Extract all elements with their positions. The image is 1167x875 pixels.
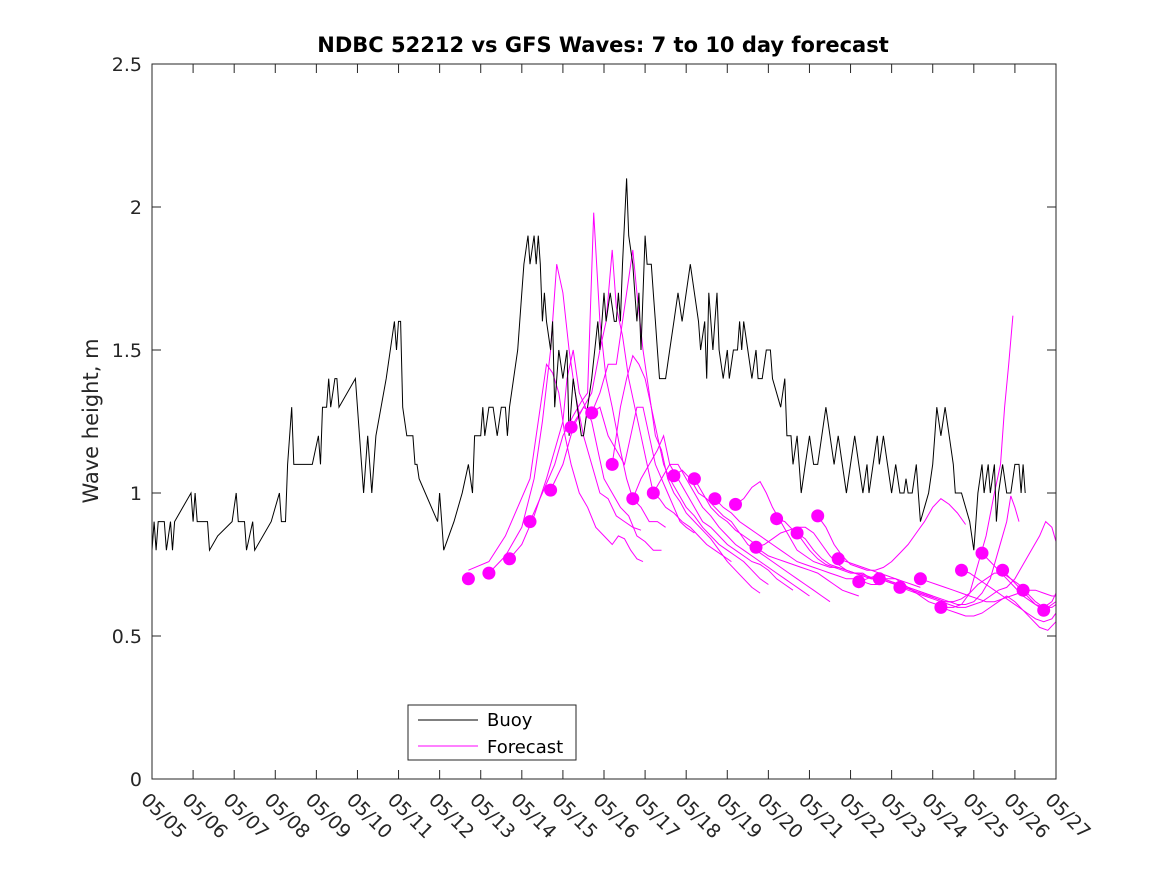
forecast-line-7 bbox=[611, 354, 769, 585]
y-axis-ticks: 0 0.5 1 1.5 2 2.5 bbox=[112, 54, 1056, 791]
forecast-line-20 bbox=[879, 572, 1056, 608]
forecast-line-6 bbox=[591, 249, 761, 594]
forecast-point-8 bbox=[626, 492, 640, 506]
forecast-line-5 bbox=[570, 249, 732, 563]
forecast-line-23 bbox=[940, 595, 1056, 631]
forecast-line-21 bbox=[899, 520, 1056, 608]
forecast-line-1 bbox=[488, 264, 642, 574]
y-tick-label-4: 2 bbox=[130, 197, 142, 219]
forecast-line-24 bbox=[961, 569, 1056, 623]
forecast-line-3 bbox=[529, 212, 666, 528]
forecast-line-22 bbox=[920, 578, 1056, 603]
forecast-point-1 bbox=[482, 566, 496, 580]
y-axis-label: Wave height, m bbox=[79, 338, 103, 503]
forecast-point-17 bbox=[811, 509, 825, 523]
forecast-point-27 bbox=[1016, 583, 1030, 597]
legend-buoy-label: Buoy bbox=[487, 710, 533, 731]
forecast-line-9 bbox=[652, 463, 810, 597]
forecast-line-19 bbox=[858, 495, 1020, 605]
forecast-line-11 bbox=[693, 478, 859, 597]
forecast-point-24 bbox=[955, 563, 968, 577]
y-tick-label-5: 2.5 bbox=[112, 54, 142, 76]
forecast-point-18 bbox=[831, 552, 845, 566]
forecast-point-19 bbox=[852, 575, 866, 589]
forecast-point-21 bbox=[893, 580, 907, 594]
legend-box bbox=[407, 704, 577, 761]
forecast-point-10 bbox=[667, 469, 681, 483]
forecast-point-6 bbox=[585, 406, 599, 420]
y-tick-label-3: 1.5 bbox=[112, 340, 142, 362]
forecast-point-28 bbox=[1037, 603, 1051, 617]
forecast-point-7 bbox=[605, 457, 619, 471]
forecast-point-23 bbox=[934, 600, 948, 614]
forecast-point-25 bbox=[975, 546, 989, 560]
forecast-point-13 bbox=[729, 497, 742, 511]
forecast-line-4 bbox=[550, 406, 695, 534]
forecast-point-0 bbox=[461, 572, 475, 586]
y-tick-label-2: 1 bbox=[130, 483, 142, 505]
forecast-point-2 bbox=[503, 552, 516, 566]
forecast-point-12 bbox=[708, 492, 722, 506]
y-tick-label-1: 0.5 bbox=[112, 626, 142, 648]
forecast-point-3 bbox=[523, 515, 537, 529]
chart-title: NDBC 52212 vs GFS Waves: 7 to 10 day for… bbox=[317, 33, 888, 57]
plot-series-group bbox=[152, 178, 1056, 631]
buoy-line bbox=[152, 178, 1026, 552]
forecast-line-12 bbox=[714, 498, 880, 585]
legend-forecast-label: Forecast bbox=[487, 737, 563, 758]
forecast-line-8 bbox=[632, 434, 794, 591]
forecast-point-11 bbox=[687, 472, 701, 486]
y-tick-label-0: 0 bbox=[130, 769, 142, 791]
forecast-point-5 bbox=[564, 420, 578, 434]
forecast-point-20 bbox=[872, 572, 886, 586]
forecast-point-16 bbox=[790, 526, 804, 540]
forecast-point-14 bbox=[749, 540, 763, 554]
forecast-line-0 bbox=[468, 362, 644, 571]
forecast-point-4 bbox=[544, 483, 558, 497]
forecast-line-26 bbox=[1002, 569, 1056, 608]
forecast-point-22 bbox=[913, 572, 927, 586]
legend: Buoy Forecast bbox=[407, 704, 577, 761]
forecast-point-26 bbox=[996, 563, 1010, 577]
forecast-point-15 bbox=[770, 512, 784, 526]
forecast-point-9 bbox=[646, 486, 660, 500]
